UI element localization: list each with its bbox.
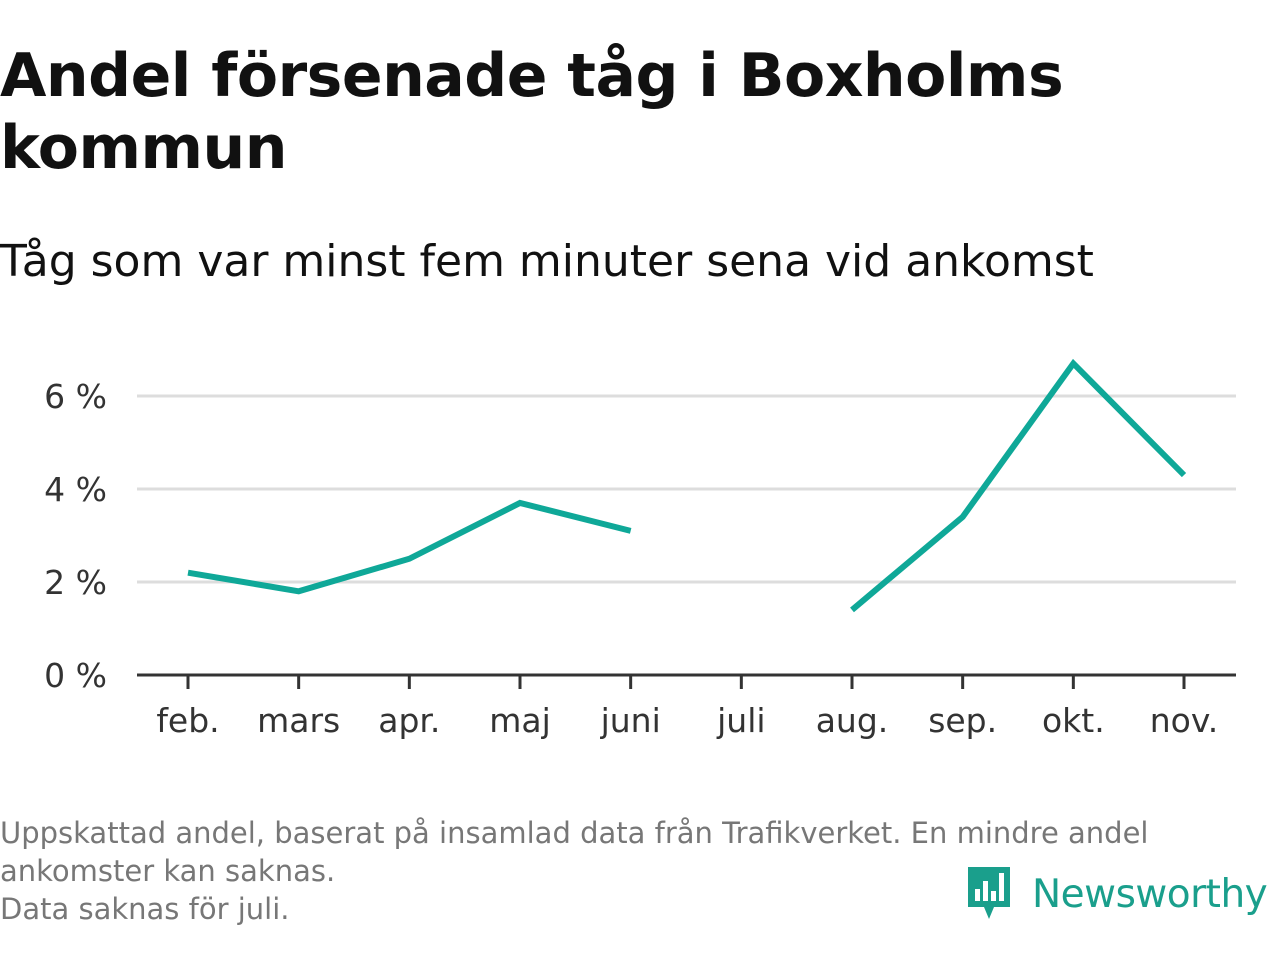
line-chart: 0 % 2 % 4 % 6 % feb. mars apr. maj juni juli aug.… (44, 358, 1236, 740)
x-tick-label: sep. (928, 701, 997, 740)
footnote-line-2: ankomster kan saknas. (0, 854, 336, 888)
y-tick-label: 4 % (44, 470, 107, 509)
x-axis-ticks: feb. mars apr. maj juni juli aug. sep. okt. nov. (156, 675, 1218, 740)
y-tick-label: 6 % (44, 377, 107, 416)
chart-title: Andel försenade tåg i Boxholms kommun (0, 41, 1064, 183)
y-axis-tick-labels: 0 % 2 % 4 % 6 % (44, 377, 107, 695)
series-line-segment (850, 358, 1187, 613)
x-tick-label: juni (600, 701, 661, 740)
x-tick-label: aug. (816, 701, 889, 740)
x-tick-label: mars (257, 701, 340, 740)
gridlines (137, 394, 1236, 584)
chart-subtitle: Tåg som var minst fem minuter sena vid a… (0, 236, 1094, 287)
footnote-line-1: Uppskattad andel, baserat på insamlad da… (0, 816, 1149, 850)
x-tick-label: okt. (1042, 701, 1105, 740)
footnote-line-3: Data saknas för juli. (0, 892, 290, 926)
series-line-segment (187, 499, 632, 595)
newsworthy-logo-icon (968, 867, 1010, 919)
footnote: Uppskattad andel, baserat på insamlad da… (0, 814, 1270, 928)
x-tick-label: juli (716, 701, 765, 740)
y-tick-label: 0 % (44, 656, 107, 695)
x-tick-label: feb. (156, 701, 219, 740)
x-tick-label: nov. (1150, 701, 1219, 740)
brand-logo: Newsworthy (964, 862, 1268, 926)
brand-name: Newsworthy (1032, 871, 1268, 917)
x-tick-label: maj (489, 701, 551, 740)
x-tick-label: apr. (378, 701, 440, 740)
y-tick-label: 2 % (44, 563, 107, 602)
series-lines (187, 358, 1187, 613)
